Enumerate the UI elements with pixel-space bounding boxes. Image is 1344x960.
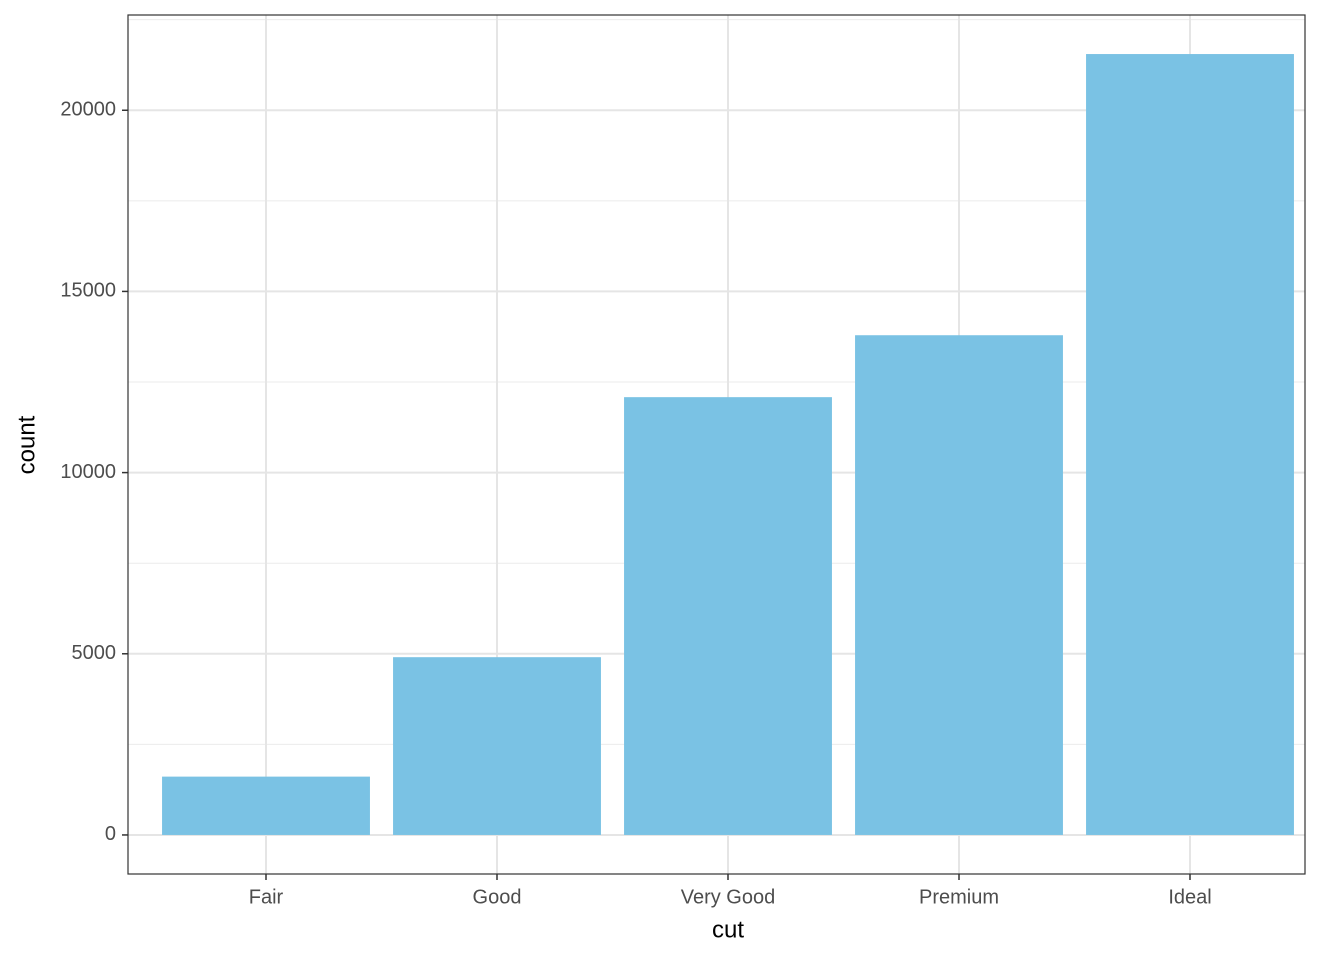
- y-tick-label: 10000: [60, 461, 116, 483]
- x-tick-label: Premium: [919, 886, 999, 908]
- y-tick-label: 20000: [60, 99, 116, 121]
- x-tick-label: Ideal: [1168, 886, 1211, 908]
- bar: [624, 397, 832, 835]
- bar: [162, 776, 370, 835]
- bar: [1086, 54, 1294, 835]
- panel-border: [127, 14, 1306, 875]
- x-tick-label: Good: [473, 886, 522, 908]
- bar: [393, 657, 601, 835]
- y-axis-title: count: [13, 415, 40, 474]
- y-tick-label: 0: [105, 823, 116, 845]
- y-tick-label: 15000: [60, 280, 116, 302]
- x-tick-label: Fair: [249, 886, 284, 908]
- bar: [855, 335, 1063, 835]
- x-axis-title: cut: [712, 916, 744, 943]
- y-tick-label: 5000: [72, 642, 117, 664]
- x-tick-label: Very Good: [681, 886, 776, 908]
